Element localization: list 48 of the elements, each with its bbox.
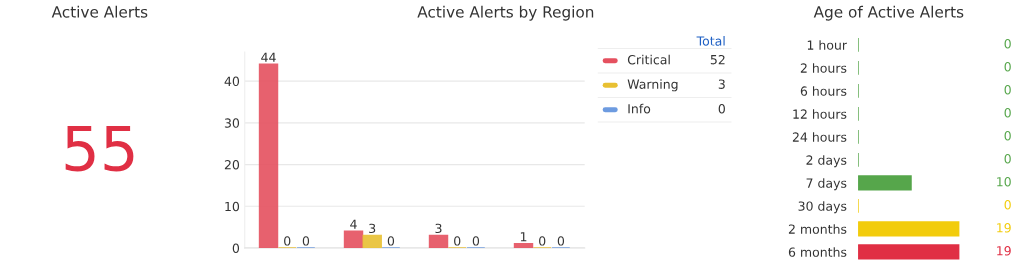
legend-label: Warning	[627, 79, 678, 92]
y-tick-label: 6 months	[788, 247, 847, 257]
data-label: 0	[1004, 200, 1011, 210]
data-label: 44	[261, 52, 276, 62]
data-label: 0	[1004, 85, 1011, 95]
data-label: 4	[350, 219, 357, 229]
text: Active Alerts	[51, 5, 148, 18]
y-tick-label: 1 hour	[807, 40, 847, 50]
text: 52	[710, 54, 725, 65]
text: 55	[65, 126, 134, 172]
data-label: 10	[997, 177, 1011, 187]
y-tick-label: 2 days	[806, 155, 847, 168]
data-label: 0	[284, 236, 291, 246]
text: 0	[718, 103, 725, 114]
y-tick-label: 20	[224, 160, 240, 170]
legend-title: Total	[696, 36, 725, 46]
data-label: 0	[454, 236, 461, 246]
data-label: 0	[539, 236, 546, 246]
y-tick-label: 2 hours	[800, 63, 847, 73]
legend-label: Critical	[627, 54, 670, 65]
data-label: 1	[520, 232, 527, 242]
data-label: 19	[997, 246, 1011, 256]
text: 3	[718, 79, 725, 89]
y-tick-label: 6 hours	[800, 86, 847, 96]
data-label: 0	[1004, 108, 1011, 118]
y-tick-label: 40	[224, 76, 240, 87]
data-label: 0	[472, 236, 480, 246]
y-tick-label: 7 days	[806, 178, 847, 191]
legend-label: Info	[628, 103, 651, 114]
data-label: 0	[1004, 154, 1011, 164]
chart-title: Active Alerts by Region	[417, 5, 594, 21]
y-tick-label: 2 months	[788, 224, 847, 234]
data-label: 0	[557, 236, 565, 246]
data-label: 0	[1004, 131, 1011, 141]
data-label: 0	[387, 236, 395, 246]
y-tick-label: 30	[224, 118, 240, 128]
chart-title: Age of Active Alerts	[813, 5, 964, 21]
data-label: 0	[1004, 39, 1011, 49]
y-tick-label: 10	[225, 201, 240, 212]
data-label: 3	[369, 223, 376, 234]
data-label: 0	[302, 236, 310, 246]
data-label: 0	[1004, 62, 1011, 72]
data-label: 3	[435, 223, 442, 234]
y-tick-label: 12 hours	[793, 109, 847, 119]
y-tick-label: 24 hours	[792, 132, 847, 142]
y-tick-label: 30 days	[798, 201, 847, 214]
data-label: 19	[997, 223, 1011, 233]
y-tick-label: 0	[232, 243, 240, 253]
